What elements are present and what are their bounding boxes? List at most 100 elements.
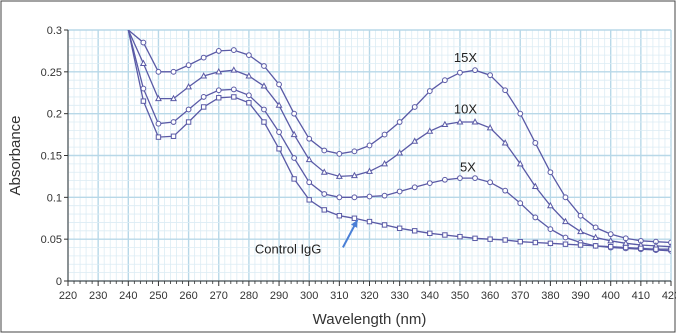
data-point bbox=[170, 133, 177, 139]
data-point bbox=[170, 68, 177, 75]
data-point bbox=[412, 228, 418, 234]
x-tick-label: 390 bbox=[571, 290, 589, 302]
x-tick-label: 220 bbox=[59, 290, 77, 302]
data-point bbox=[215, 67, 223, 75]
data-point bbox=[472, 235, 478, 242]
data-point bbox=[366, 142, 373, 149]
data-point bbox=[592, 243, 599, 249]
data-point bbox=[321, 147, 328, 154]
data-point bbox=[336, 194, 343, 201]
data-point bbox=[623, 244, 629, 251]
data-point bbox=[562, 241, 569, 247]
data-point bbox=[155, 134, 162, 140]
data-point bbox=[381, 131, 388, 138]
data-point bbox=[200, 54, 207, 61]
data-point bbox=[411, 104, 418, 110]
data-point bbox=[411, 184, 418, 191]
axes: 220 230 240 250 260 270 280 290 300 310 320 330 340 3… bbox=[41, 25, 676, 302]
data-point bbox=[608, 243, 614, 250]
data-point bbox=[396, 225, 403, 231]
data-point bbox=[487, 236, 493, 242]
x-tick-label: 330 bbox=[390, 290, 408, 302]
data-point bbox=[246, 92, 252, 99]
data-point bbox=[305, 155, 313, 163]
data-point bbox=[426, 127, 434, 134]
data-point bbox=[185, 62, 192, 69]
data-point bbox=[215, 87, 222, 94]
data-point bbox=[215, 48, 222, 54]
x-tick-label: 350 bbox=[451, 290, 469, 302]
data-point bbox=[607, 236, 615, 244]
series-layer bbox=[127, 30, 671, 254]
annotations: 15X 10X 5X Control IgG bbox=[255, 50, 477, 257]
data-point bbox=[441, 120, 449, 128]
data-point bbox=[336, 213, 343, 219]
x-tick-label: 260 bbox=[179, 290, 197, 302]
data-point bbox=[335, 172, 343, 179]
data-point bbox=[442, 232, 448, 238]
series-annotation: 10X bbox=[454, 102, 477, 117]
series-0 bbox=[127, 30, 671, 246]
x-tick-label: 370 bbox=[511, 290, 529, 302]
data-point bbox=[426, 180, 433, 187]
data-point bbox=[230, 66, 238, 73]
data-point bbox=[516, 160, 524, 167]
data-point bbox=[291, 176, 297, 182]
data-point bbox=[139, 59, 147, 66]
data-point bbox=[306, 135, 313, 142]
data-point bbox=[276, 81, 282, 88]
data-point bbox=[261, 63, 267, 69]
y-tick-label: 0.3 bbox=[47, 25, 62, 37]
y-tick-label: 0 bbox=[56, 276, 62, 288]
data-point bbox=[653, 246, 659, 252]
data-point bbox=[306, 179, 313, 186]
data-point bbox=[562, 194, 569, 201]
data-point bbox=[547, 240, 554, 247]
x-axis-title: Wavelength (nm) bbox=[313, 311, 427, 328]
y-tick-label: 0.05 bbox=[41, 234, 62, 246]
data-point bbox=[502, 237, 508, 243]
data-point bbox=[517, 238, 523, 245]
y-axis-title: Absorbance bbox=[7, 115, 24, 195]
data-point bbox=[562, 217, 569, 225]
y-tick-label: 0.25 bbox=[41, 67, 62, 79]
data-point bbox=[486, 124, 494, 131]
x-tick-label: 270 bbox=[210, 290, 228, 302]
data-point bbox=[547, 226, 554, 233]
series-3 bbox=[127, 30, 671, 252]
data-point bbox=[472, 175, 478, 181]
data-point bbox=[185, 106, 192, 113]
annotation-arrowhead bbox=[350, 219, 358, 228]
data-point bbox=[276, 129, 282, 135]
data-point bbox=[396, 188, 403, 195]
x-tick-label: 400 bbox=[602, 290, 620, 302]
data-point bbox=[350, 171, 358, 179]
data-point bbox=[592, 224, 599, 231]
data-point bbox=[230, 86, 237, 93]
data-point bbox=[457, 175, 463, 181]
data-point bbox=[170, 94, 177, 102]
x-tick-label: 410 bbox=[632, 290, 650, 302]
data-point bbox=[502, 87, 509, 94]
data-point bbox=[366, 218, 373, 225]
data-point bbox=[230, 47, 237, 53]
data-point bbox=[426, 88, 433, 94]
data-point bbox=[261, 119, 267, 125]
data-point bbox=[275, 101, 283, 108]
data-point bbox=[532, 239, 539, 246]
series-annotation: Control IgG bbox=[255, 241, 321, 256]
data-point bbox=[502, 187, 509, 194]
x-tick-label: 310 bbox=[330, 290, 348, 302]
data-point bbox=[562, 234, 569, 241]
data-point bbox=[457, 69, 463, 76]
x-tick-label: 420 bbox=[662, 290, 676, 302]
data-point bbox=[200, 94, 207, 100]
data-point bbox=[381, 192, 388, 199]
data-point bbox=[427, 230, 433, 237]
y-tick-label: 0.1 bbox=[47, 192, 62, 204]
data-point bbox=[321, 191, 328, 197]
data-point bbox=[246, 100, 252, 106]
data-point bbox=[441, 176, 448, 183]
